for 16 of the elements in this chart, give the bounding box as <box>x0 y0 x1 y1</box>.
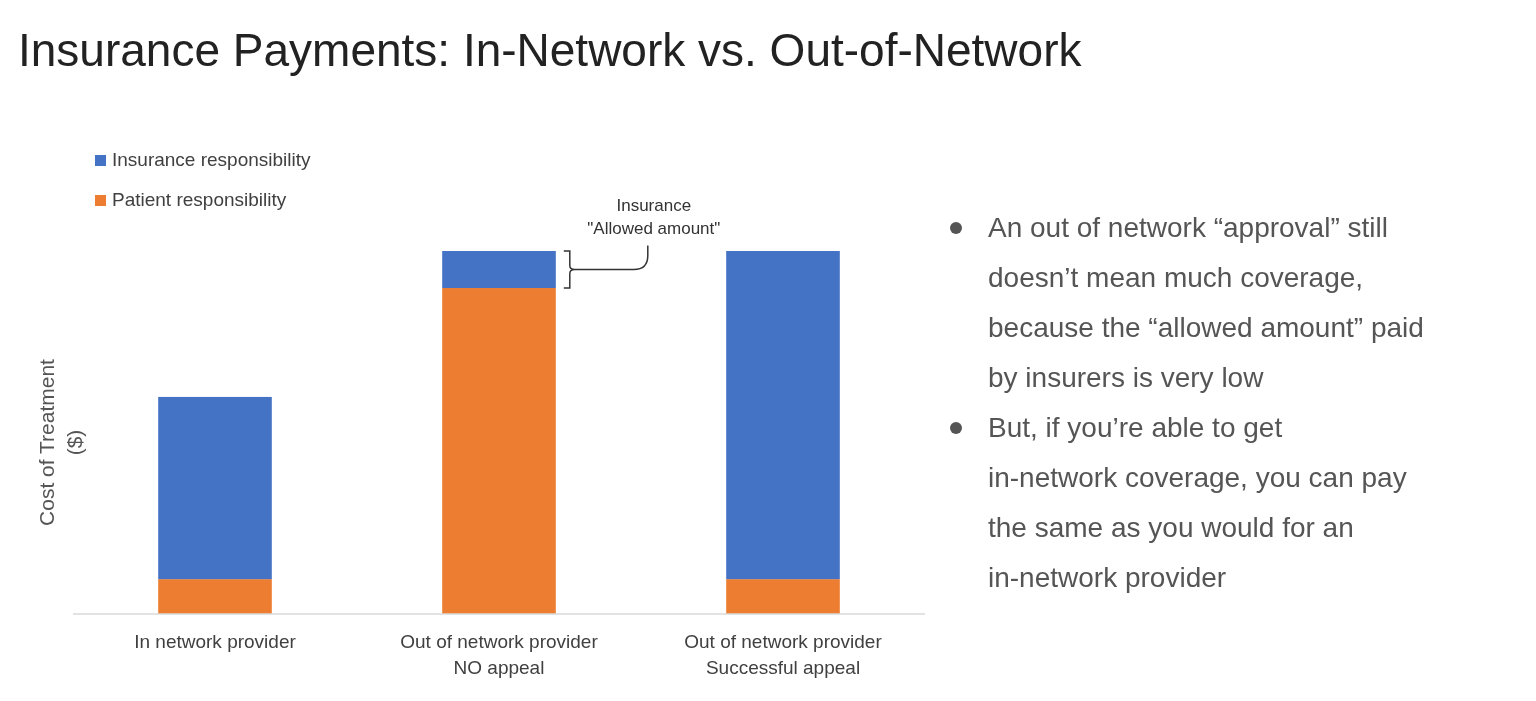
text: But, if you’re able to get in-network coverage, you can pay the same as you would for an in-network provider <box>988 412 1407 593</box>
x-tick-label: Out of network provider Successful appeal <box>684 631 883 678</box>
bar <box>726 579 840 614</box>
x-tick-label: Out of network provider NO appeal <box>400 631 599 678</box>
y-axis-title: Cost of Treatment ($) <box>35 358 86 526</box>
bar <box>726 251 840 580</box>
text: An out of network “approval” still doesn’t mean much coverage, because the “allowed amount” paid by insurers is very low <box>988 212 1424 393</box>
legend-label: Patient responsibility <box>112 189 287 210</box>
bar <box>158 396 272 580</box>
legend-label: Insurance responsibility <box>112 149 312 170</box>
bar <box>158 579 272 614</box>
bar <box>442 288 556 614</box>
chart-title: Insurance Payments: In-Network vs. Out-of-Network <box>18 24 1083 76</box>
text: Insurance "Allowed amount" <box>587 196 721 238</box>
x-tick-label: In network provider <box>134 631 297 652</box>
bar <box>442 251 556 289</box>
